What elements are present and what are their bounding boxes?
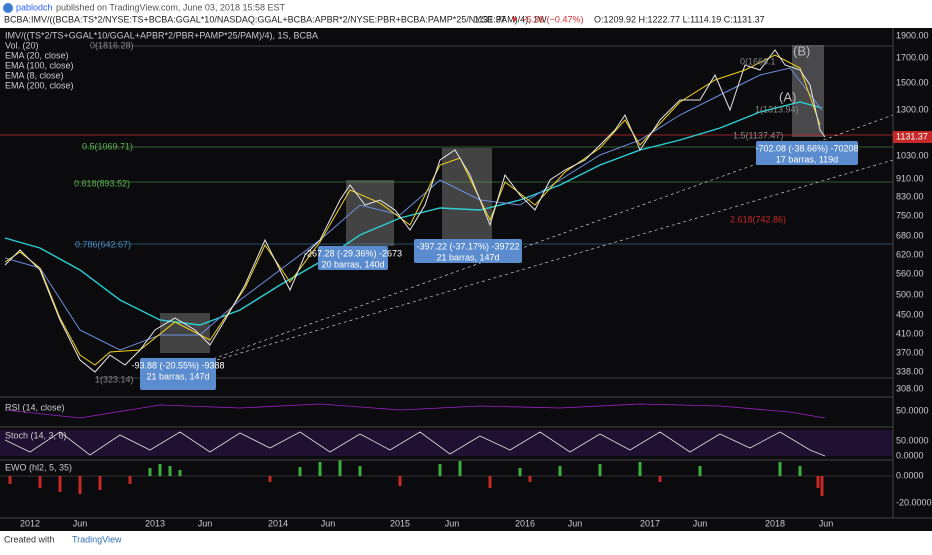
- price-tick: 1700.00: [896, 52, 929, 62]
- time-tick: 2012: [20, 518, 40, 528]
- time-tick: Jun: [445, 518, 460, 528]
- user[interactable]: pablodch: [16, 2, 53, 12]
- ohlc: O:1209.92 H:1222.77 L:1114.19 C:1131.37: [594, 14, 765, 24]
- price-tick: 1500.00: [896, 77, 929, 87]
- time-tick: Jun: [693, 518, 708, 528]
- measure-label: 21 barras, 147d: [436, 252, 499, 262]
- footer-created: Created with: [4, 534, 55, 544]
- price-tick: 338.00: [896, 366, 924, 376]
- footer-bg: [0, 531, 932, 550]
- time-tick: Jun: [819, 518, 834, 528]
- last-price: 1131.37: [896, 131, 928, 141]
- header-bg: [0, 0, 932, 28]
- legend-item: Vol. (20): [5, 40, 39, 50]
- fib-label: 2.618(742.86): [730, 214, 786, 224]
- footer-brand: TradingView: [72, 534, 122, 544]
- stoch-label: Stoch (14, 3, 6): [5, 430, 67, 440]
- rsi-label: RSI (14, close): [5, 402, 65, 412]
- fib-label: 0(1666.1: [740, 56, 776, 66]
- price-tick: 450.00: [896, 309, 924, 319]
- time-tick: 2017: [640, 518, 660, 528]
- symbol: BCBA:IMV/((BCBA:TS*2/NYSE:TS+BCBA:GGAL*1…: [4, 14, 547, 24]
- price-tick: 370.00: [896, 347, 924, 357]
- legend-item: EMA (200, close): [5, 80, 74, 90]
- fib-label: 0(1816.28): [90, 40, 134, 50]
- time-tick: Jun: [198, 518, 213, 528]
- measure-label: 17 barras, 119d: [776, 154, 838, 164]
- price-tick: 560.00: [896, 268, 924, 278]
- fib-label: (A): [779, 89, 796, 104]
- published: published on TradingView.com, June 03, 2…: [56, 2, 285, 12]
- time-tick: 2018: [765, 518, 785, 528]
- legend-item: EMA (8, close): [5, 70, 64, 80]
- price-tick: 750.00: [896, 210, 924, 220]
- ewo-label: EWO (hl2, 5, 35): [5, 462, 72, 472]
- fib-label: 1.5(1137.47): [733, 130, 783, 140]
- change: ▼ −5.36 (−0.47%): [510, 14, 583, 24]
- price-tick: 500.00: [896, 289, 924, 299]
- rsi-tick: 50.0000: [896, 405, 929, 415]
- measure-label: 20 barras, 140d: [321, 259, 384, 269]
- price-tick: 830.00: [896, 191, 924, 201]
- fib-label: (B): [793, 43, 810, 58]
- measure-label: 21 barras, 147d: [146, 371, 209, 381]
- measure-label: -397.22 (-37.17%) -39722: [416, 241, 519, 251]
- price-tick: 308.00: [896, 383, 924, 393]
- avatar: [3, 3, 13, 13]
- measure-label: -702.08 (-38.66%) -70208: [755, 143, 858, 153]
- time-tick: Jun: [73, 518, 88, 528]
- ewo-tick: 0.0000: [896, 470, 924, 480]
- price-tick: 620.00: [896, 249, 924, 259]
- time-tick: 2014: [268, 518, 288, 528]
- legend-item: EMA (100, close): [5, 60, 74, 70]
- last: 1131.37: [474, 14, 506, 24]
- time-tick: Jun: [568, 518, 583, 528]
- fib-label: 1(323.14): [95, 374, 134, 384]
- fib-label: 0.786(642.67): [75, 239, 131, 249]
- legend-item: EMA (20, close): [5, 50, 69, 60]
- fib-label: 0.618(893.52): [74, 178, 130, 188]
- stoch-tick: 0.0000: [896, 450, 924, 460]
- time-tick: 2015: [390, 518, 410, 528]
- price-tick: 680.00: [896, 230, 924, 240]
- price-tick: 1300.00: [896, 104, 929, 114]
- fib-label: 1(1313.94): [755, 104, 799, 114]
- ewo-tick: -20.0000: [896, 497, 932, 507]
- legend-item: IMV/((TS*2/TS+GGAL*10/GGAL+APBR*2/PBR+PA…: [5, 30, 318, 40]
- decor: [0, 28, 932, 531]
- time-tick: Jun: [321, 518, 336, 528]
- price-tick: 910.00: [896, 173, 924, 183]
- time-tick: 2016: [515, 518, 535, 528]
- price-tick: 1030.00: [896, 150, 929, 160]
- price-tick: 410.00: [896, 328, 924, 338]
- time-tick: 2013: [145, 518, 165, 528]
- stoch-tick: 50.0000: [896, 435, 929, 445]
- measure-label: -93.88 (-20.55%) -9388: [131, 360, 224, 370]
- price-tick: 1900.00: [896, 30, 929, 40]
- measure-label: -267.28 (-29.36%) -2673: [304, 248, 402, 258]
- fib-label: 0.5(1069.71): [82, 141, 133, 151]
